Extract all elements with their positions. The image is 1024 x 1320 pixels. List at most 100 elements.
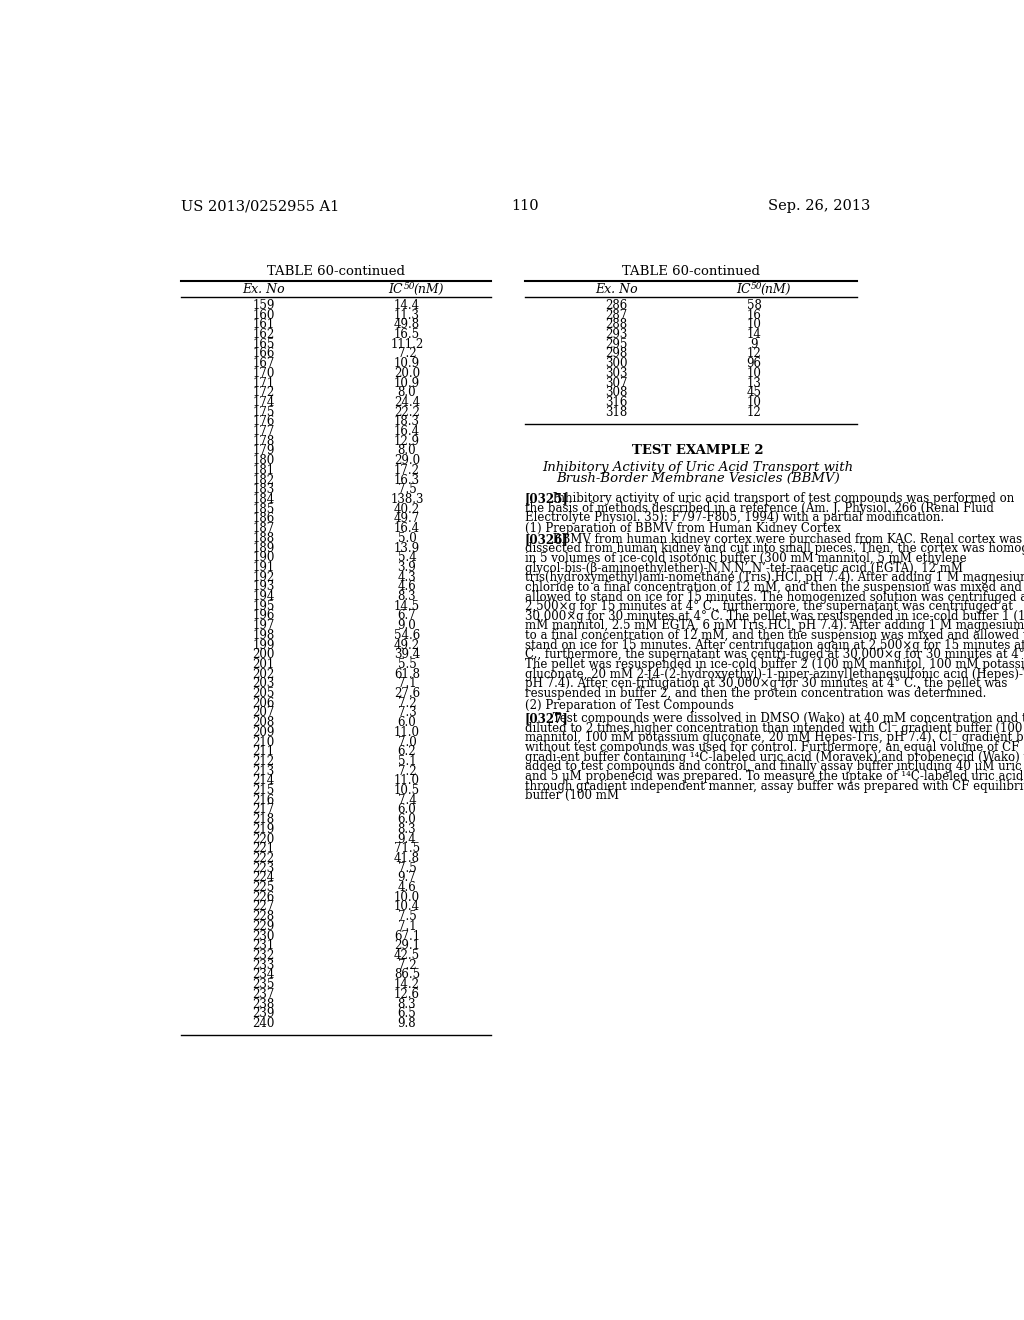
Text: 227: 227	[253, 900, 274, 913]
Text: (2) Preparation of Test Compounds: (2) Preparation of Test Compounds	[524, 700, 733, 713]
Text: (nM): (nM)	[414, 282, 443, 296]
Text: 226: 226	[253, 891, 274, 904]
Text: 6.0: 6.0	[397, 813, 417, 826]
Text: 205: 205	[253, 686, 274, 700]
Text: 6.0: 6.0	[397, 717, 417, 729]
Text: 49.7: 49.7	[394, 512, 420, 525]
Text: 17.2: 17.2	[394, 463, 420, 477]
Text: 111.2: 111.2	[390, 338, 424, 351]
Text: 49.8: 49.8	[394, 318, 420, 331]
Text: 238: 238	[253, 998, 274, 1011]
Text: 13: 13	[746, 376, 762, 389]
Text: 50: 50	[751, 281, 763, 290]
Text: 190: 190	[253, 552, 274, 564]
Text: 11.0: 11.0	[394, 726, 420, 739]
Text: 184: 184	[253, 492, 274, 506]
Text: 188: 188	[253, 532, 274, 545]
Text: added to test compounds and control, and finally assay buffer including 40 μM ur: added to test compounds and control, and…	[524, 760, 1024, 774]
Text: Ex. No: Ex. No	[595, 282, 638, 296]
Text: 237: 237	[253, 987, 274, 1001]
Text: 45: 45	[746, 387, 762, 399]
Text: 176: 176	[253, 416, 274, 429]
Text: in 5 volumes of ice-cold isotonic buffer (300 mM mannitol, 5 mM ethylene: in 5 volumes of ice-cold isotonic buffer…	[524, 552, 967, 565]
Text: 7.1: 7.1	[397, 920, 417, 933]
Text: 30,000×g for 30 minutes at 4° C. The pellet was resuspended in ice-cold buffer 1: 30,000×g for 30 minutes at 4° C. The pel…	[524, 610, 1024, 623]
Text: through gradient independent manner, assay buffer was prepared with CF equilibri: through gradient independent manner, ass…	[524, 780, 1024, 792]
Text: 195: 195	[253, 599, 274, 612]
Text: 206: 206	[253, 697, 274, 710]
Text: 307: 307	[605, 376, 628, 389]
Text: gluconate, 20 mM 2-[4-(2-hydroxyethyl)-1-piper-azinyl]ethanesulfonic acid (Hepes: gluconate, 20 mM 2-[4-(2-hydroxyethyl)-1…	[524, 668, 1024, 681]
Text: 298: 298	[605, 347, 628, 360]
Text: 182: 182	[253, 474, 274, 487]
Text: 7.5: 7.5	[397, 911, 417, 923]
Text: 159: 159	[253, 298, 274, 312]
Text: Sep. 26, 2013: Sep. 26, 2013	[768, 199, 870, 213]
Text: 6.7: 6.7	[397, 610, 417, 623]
Text: dissected from human kidney and cut into small pieces. Then, the cortex was homo: dissected from human kidney and cut into…	[524, 543, 1024, 556]
Text: 209: 209	[253, 726, 274, 739]
Text: 7.4: 7.4	[397, 793, 417, 807]
Text: 160: 160	[253, 309, 274, 322]
Text: (1) Preparation of BBMV from Human Kidney Cortex: (1) Preparation of BBMV from Human Kidne…	[524, 523, 841, 536]
Text: 7.2: 7.2	[397, 697, 417, 710]
Text: mM mannitol, 2.5 mM EGTA, 6 mM Tris.HCl, pH 7.4). After adding 1 M magnesium chl: mM mannitol, 2.5 mM EGTA, 6 mM Tris.HCl,…	[524, 619, 1024, 632]
Text: 228: 228	[253, 911, 274, 923]
Text: without test compounds was used for control. Furthermore, an equal volume of CF: without test compounds was used for cont…	[524, 741, 1019, 754]
Text: 7.5: 7.5	[397, 483, 417, 496]
Text: allowed to stand on ice for 15 minutes. The homogenized solution was centrifuged: allowed to stand on ice for 15 minutes. …	[524, 590, 1024, 603]
Text: 171: 171	[253, 376, 274, 389]
Text: 9: 9	[751, 338, 758, 351]
Text: 212: 212	[253, 755, 274, 768]
Text: 9.8: 9.8	[397, 1016, 417, 1030]
Text: 2,500×g for 15 minutes at 4° C., furthermore, the supernatant was centrifuged at: 2,500×g for 15 minutes at 4° C., further…	[524, 601, 1013, 614]
Text: 177: 177	[253, 425, 274, 438]
Text: 179: 179	[253, 445, 274, 458]
Text: 207: 207	[253, 706, 274, 719]
Text: 10: 10	[746, 367, 762, 380]
Text: 11.0: 11.0	[394, 775, 420, 787]
Text: 29.1: 29.1	[394, 940, 420, 952]
Text: 4.6: 4.6	[397, 581, 417, 593]
Text: 213: 213	[253, 764, 274, 777]
Text: Inhibitory Activity of Uric Acid Transport with: Inhibitory Activity of Uric Acid Transpo…	[542, 461, 853, 474]
Text: Brush-Border Membrane Vesicles (BBMV): Brush-Border Membrane Vesicles (BBMV)	[556, 471, 840, 484]
Text: 183: 183	[253, 483, 274, 496]
Text: 10.0: 10.0	[394, 891, 420, 904]
Text: 308: 308	[605, 387, 628, 399]
Text: 217: 217	[253, 804, 274, 817]
Text: 220: 220	[253, 833, 274, 846]
Text: 219: 219	[253, 822, 274, 836]
Text: 86.5: 86.5	[394, 969, 420, 981]
Text: to a final concentration of 12 mM, and then the suspension was mixed and allowed: to a final concentration of 12 mM, and t…	[524, 630, 1024, 642]
Text: Test compounds were dissolved in DMSO (Wako) at 40 mM concentration and then: Test compounds were dissolved in DMSO (W…	[549, 713, 1024, 725]
Text: 295: 295	[605, 338, 628, 351]
Text: 24.4: 24.4	[394, 396, 420, 409]
Text: Inhibitory activity of uric acid transport of test compounds was performed on: Inhibitory activity of uric acid transpo…	[549, 492, 1014, 506]
Text: 166: 166	[253, 347, 274, 360]
Text: 189: 189	[253, 541, 274, 554]
Text: TEST EXAMPLE 2: TEST EXAMPLE 2	[632, 444, 764, 457]
Text: 54.6: 54.6	[394, 628, 420, 642]
Text: 10.9: 10.9	[394, 376, 420, 389]
Text: 5.4: 5.4	[397, 552, 417, 564]
Text: 16.4: 16.4	[394, 523, 420, 535]
Text: Electrolyte Physiol. 35): F797-F805, 1994) with a partial modification.: Electrolyte Physiol. 35): F797-F805, 199…	[524, 511, 944, 524]
Text: 180: 180	[253, 454, 274, 467]
Text: buffer (100 mM: buffer (100 mM	[524, 789, 618, 803]
Text: TABLE 60-continued: TABLE 60-continued	[266, 265, 404, 279]
Text: IC: IC	[388, 282, 403, 296]
Text: US 2013/0252955 A1: US 2013/0252955 A1	[180, 199, 339, 213]
Text: 6.5: 6.5	[397, 1007, 417, 1020]
Text: diluted to 2 times higher concentration than intended with Cl⁻ gradient buffer (: diluted to 2 times higher concentration …	[524, 722, 1024, 735]
Text: 170: 170	[253, 367, 274, 380]
Text: 5.0: 5.0	[397, 532, 417, 545]
Text: 10.4: 10.4	[394, 900, 420, 913]
Text: (nM): (nM)	[761, 282, 791, 296]
Text: 96: 96	[746, 358, 762, 370]
Text: 110: 110	[511, 199, 539, 213]
Text: 192: 192	[253, 570, 274, 583]
Text: 16.3: 16.3	[394, 474, 420, 487]
Text: 6.0: 6.0	[397, 804, 417, 817]
Text: 186: 186	[253, 512, 274, 525]
